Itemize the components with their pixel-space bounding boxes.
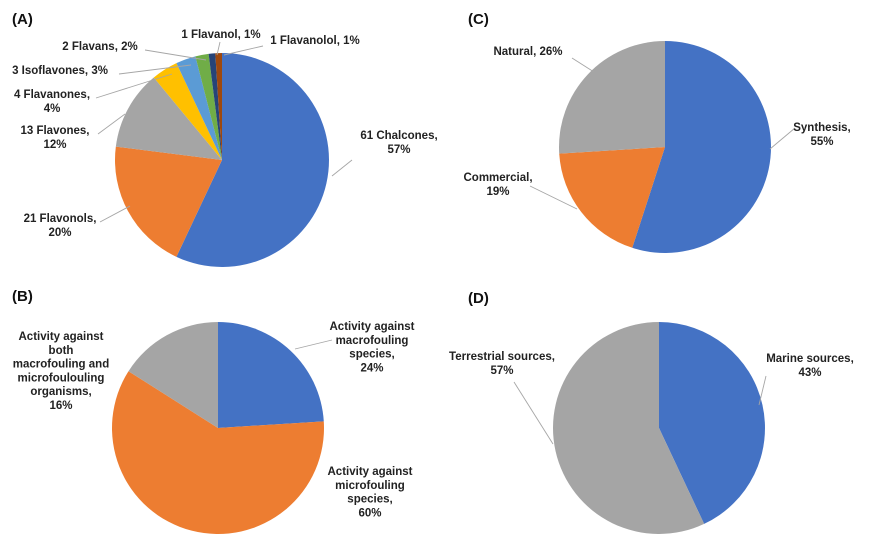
slice-label: 1 Flavanol, 1% xyxy=(181,29,260,41)
slice-label: Activity against microfouling species, 60% xyxy=(328,466,413,519)
slice-label: 1 Flavanolol, 1% xyxy=(270,35,359,47)
slice-label: Activity against both macrofouling and micr… xyxy=(13,331,109,412)
panel-label: (C) xyxy=(468,11,489,28)
leader-line xyxy=(97,113,126,135)
pie-slice xyxy=(208,53,222,160)
slice-label: 3 Isoflavones, 3% xyxy=(12,65,108,77)
panel-label: (B) xyxy=(12,288,33,305)
pie-slice xyxy=(559,41,665,154)
pie-slice xyxy=(215,53,222,160)
leader-line xyxy=(769,127,796,150)
pie-slice xyxy=(659,322,765,524)
pie-chart-1: (A) 61 Chalcones, 57% 21 Flavonols, 20% 13 Fl… xyxy=(12,11,438,267)
pie-slice xyxy=(153,63,222,160)
leader-line xyxy=(223,45,264,56)
pie-slice xyxy=(111,371,324,534)
leader-line xyxy=(144,49,207,61)
leader-line xyxy=(99,205,131,223)
pie-slice xyxy=(128,322,218,428)
pie-slice xyxy=(176,53,329,267)
panel-label: (D) xyxy=(468,290,489,307)
slice-label: 2 Flavans, 2% xyxy=(62,41,137,53)
pie-slice xyxy=(176,56,222,160)
pie-slice xyxy=(559,147,665,248)
slice-label: Activity against macrofouling species, 24% xyxy=(330,321,415,374)
pie-slice xyxy=(195,53,222,161)
pie-chart-3: (C) Synthesis, 55% Commercial, 19% Natural, 2… xyxy=(463,11,851,253)
slice-label: 13 Flavones, 12% xyxy=(20,125,89,151)
pie-slice xyxy=(115,77,222,160)
slice-label: Terrestrial sources, 57% xyxy=(449,351,555,377)
panel-label: (A) xyxy=(12,11,33,28)
pie-slice xyxy=(218,322,324,428)
slice-label: 4 Flavanones, 4% xyxy=(14,89,90,115)
slice-label: 61 Chalcones, 57% xyxy=(360,130,437,156)
slice-label: Natural, 26% xyxy=(493,46,562,58)
leader-line xyxy=(95,73,173,99)
slice-label: Marine sources, 43% xyxy=(766,353,854,379)
leader-line xyxy=(529,185,578,210)
leader-line xyxy=(216,41,221,56)
pie-slice xyxy=(552,322,705,534)
leader-line xyxy=(758,375,767,406)
leader-line xyxy=(571,57,595,73)
pie-slice xyxy=(114,146,222,257)
pie-chart-4: (D) Marine sources, 43% Terrestrial sources… xyxy=(449,290,854,534)
pie-chart-2: (B) Activity against macrofouling species, 2… xyxy=(12,288,415,534)
pie-slice xyxy=(632,41,772,253)
slice-label: 21 Flavonols, 20% xyxy=(24,213,97,239)
leader-line xyxy=(513,381,554,445)
slice-label: Synthesis, 55% xyxy=(793,122,851,148)
leader-line xyxy=(294,339,333,350)
leader-line xyxy=(118,64,192,75)
slice-label: Commercial, 19% xyxy=(463,172,532,198)
leader-line xyxy=(331,159,353,177)
